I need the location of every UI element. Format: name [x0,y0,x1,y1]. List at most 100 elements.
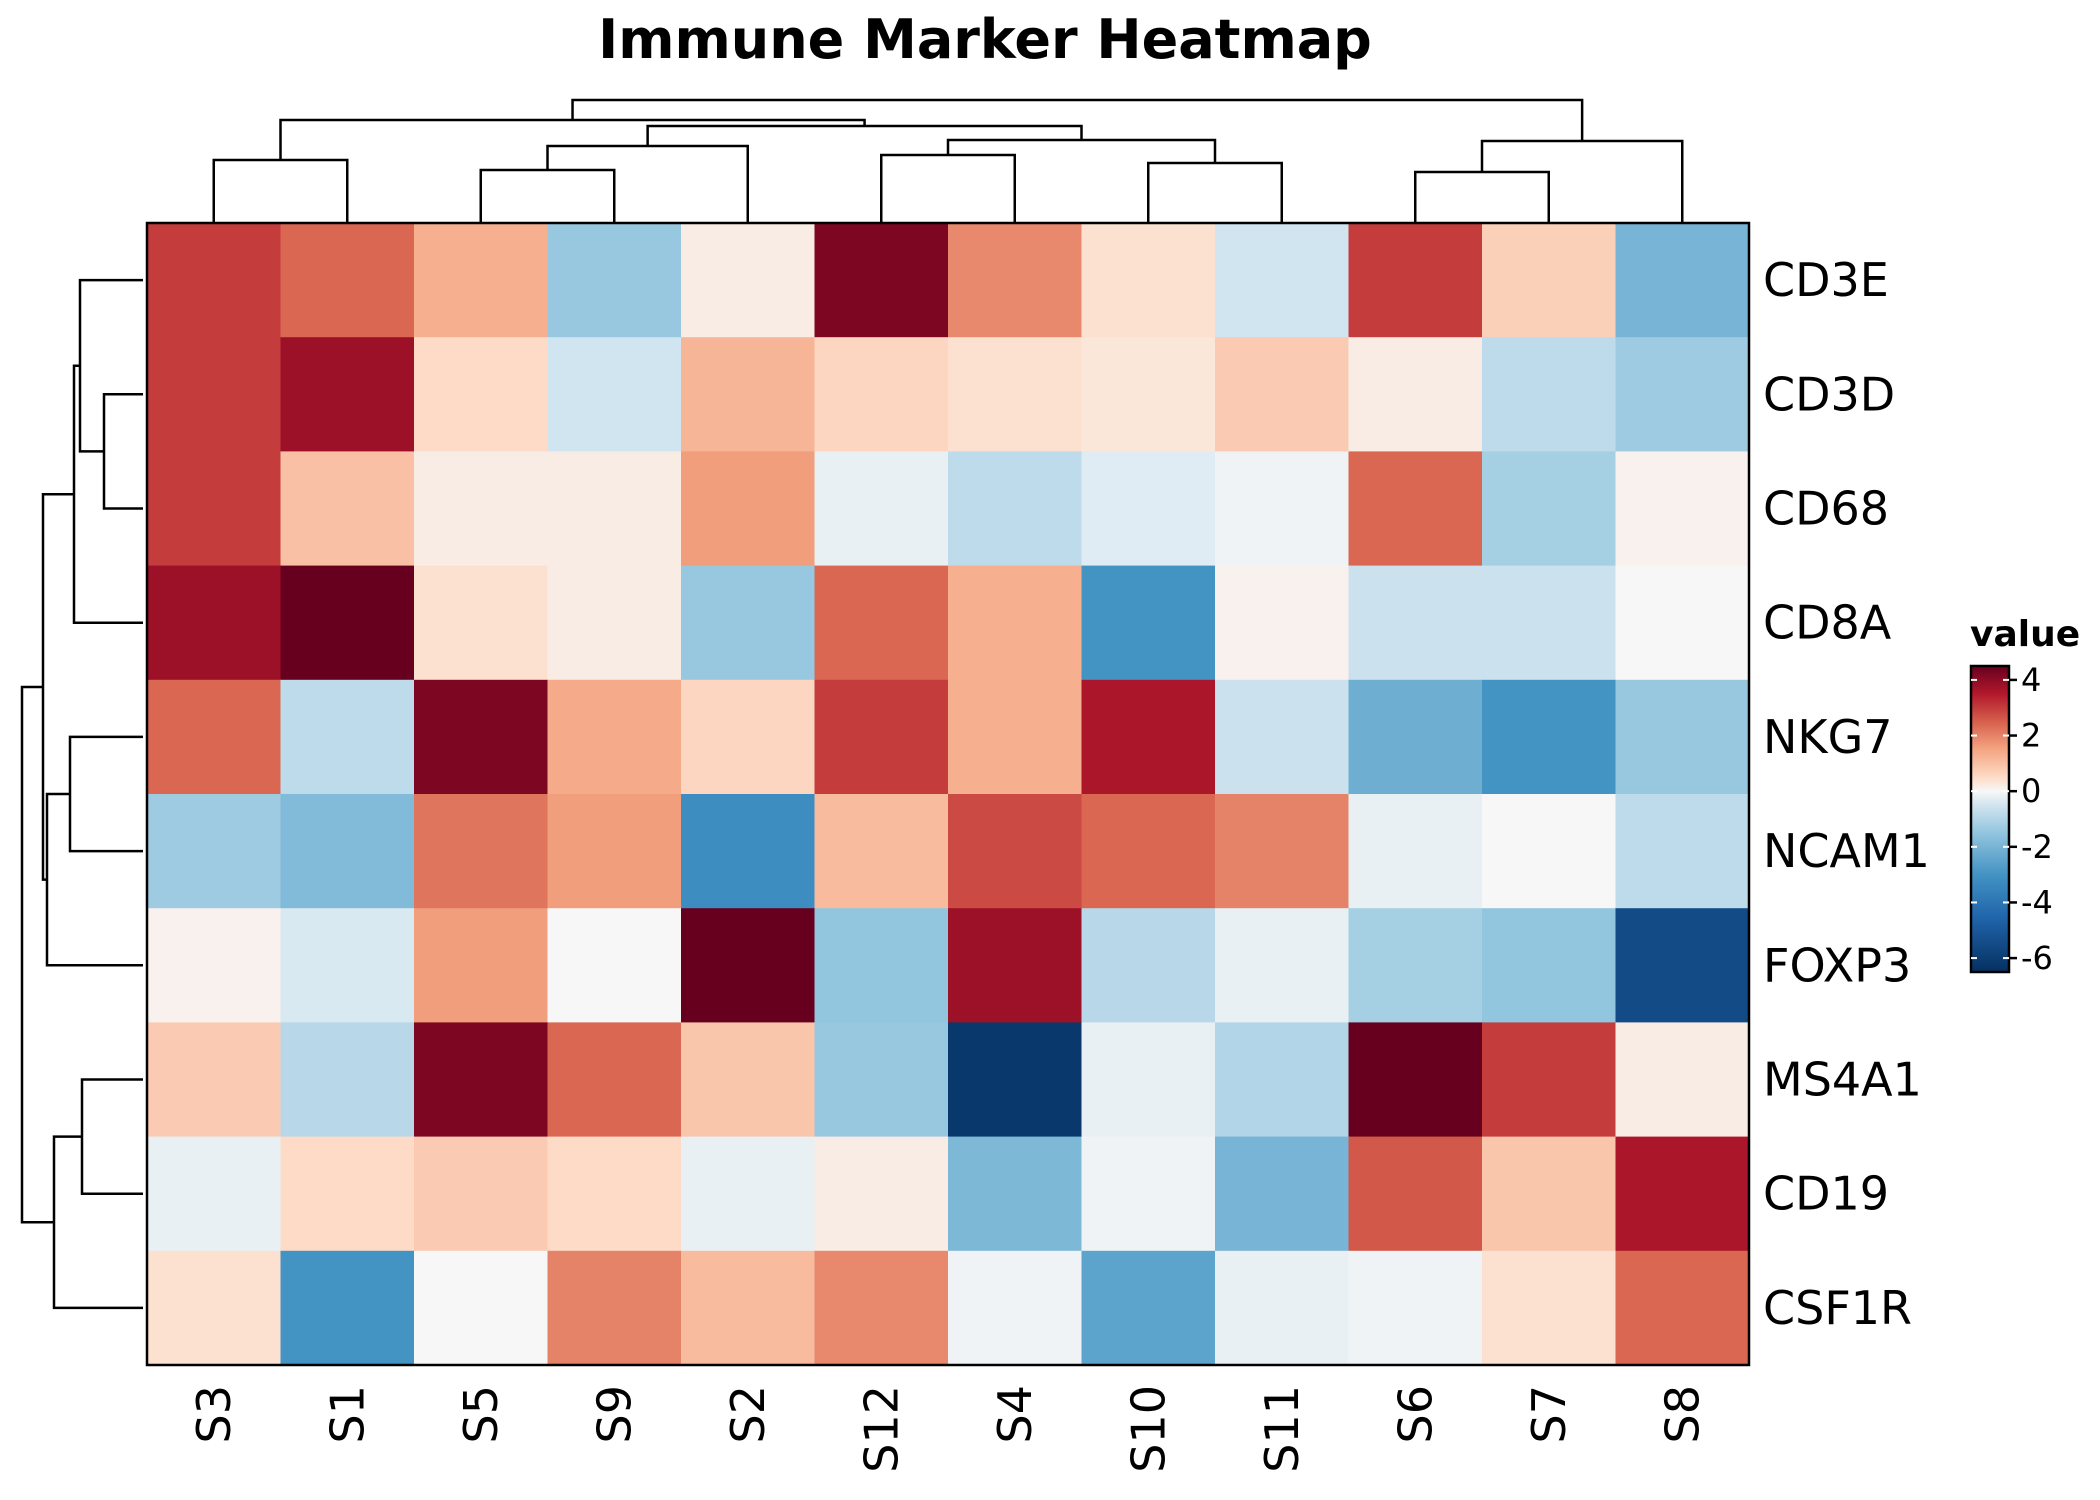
heatmap-cell-CD68-S1 [280,451,415,567]
heatmap-cell-MS4A1-S8 [1615,1022,1750,1138]
heatmap-cell-NCAM1-S1 [280,794,415,909]
column-label-s1: S1 [320,1385,374,1443]
col-link-S5S9-S2 [546,144,749,223]
heatmap-cell-CD8A-S12 [814,565,949,681]
row-link-B-CSF1R [52,1135,143,1310]
legend-colorbar [1969,664,2011,974]
column-label-s12: S12 [854,1385,908,1473]
heatmap-cell-FOXP3-S3 [147,908,282,1023]
heatmap-cell-CSF1R-S7 [1482,1250,1617,1366]
heatmap-cell-CD68-S8 [1615,451,1750,567]
column-label-s8: S8 [1655,1385,1709,1443]
heatmap-cell-CD8A-S7 [1482,565,1617,681]
row-link-MS4A1-CD19 [80,1078,143,1195]
heatmap-cell-CD3E-S2 [681,223,816,338]
heatmap-cell-NKG7-S1 [280,679,415,795]
col-link-S12-S4 [880,153,1016,223]
heatmap-cell-CD19-S3 [147,1136,282,1252]
heatmap-cell-CD3E-S9 [547,223,682,338]
heatmap-cell-NKG7-S9 [547,679,682,795]
heatmap-cell-CD3E-S1 [280,223,415,338]
heatmap-cells [147,223,1750,1366]
col-link-S3-S1 [212,158,349,223]
heatmap-cell-CD3E-S4 [948,223,1083,338]
heatmap-cell-CD68-S3 [147,451,282,567]
heatmap-cell-CSF1R-S3 [147,1250,282,1366]
heatmap-cell-FOXP3-S7 [1482,908,1617,1023]
heatmap-cell-CD3E-S11 [1215,223,1350,338]
heatmap-cell-NCAM1-S11 [1215,794,1350,909]
heatmap-cell-FOXP3-S8 [1615,908,1750,1023]
column-label-s6: S6 [1388,1385,1442,1443]
row-link-CD3E-CD3D68 [78,278,143,453]
heatmap-cell-CD3D-S9 [547,337,682,452]
heatmap-cell-CD19-S9 [547,1136,682,1252]
row-label-cd19: CD19 [1763,1167,1889,1221]
heatmap-cell-CD8A-S5 [414,565,549,681]
heatmap-cell-CSF1R-S10 [1081,1250,1216,1366]
heatmap-cell-CD68-S9 [547,451,682,567]
heatmap-cell-NCAM1-S5 [414,794,549,909]
legend-tick-label: 4 [2021,661,2041,699]
heatmap-cell-NKG7-S10 [1081,679,1216,795]
column-label-s4: S4 [988,1385,1042,1443]
chart-title: Immune Marker Heatmap [598,8,1372,71]
row-label-ms4a1: MS4A1 [1763,1053,1922,1107]
legend-tick-label: -4 [2021,883,2053,921]
heatmap-cell-NKG7-S2 [681,679,816,795]
heatmap-cell-CSF1R-S8 [1615,1250,1750,1366]
heatmap-cell-CD19-S6 [1348,1136,1483,1252]
row-label-cd68: CD68 [1763,482,1889,536]
heatmap-cell-CD3E-S3 [147,223,282,338]
heatmap-cell-MS4A1-S12 [814,1022,949,1138]
heatmap-cell-CD3D-S12 [814,337,949,452]
color-legend: value 4 2 0 -2 -4 -6 [1969,614,2080,977]
heatmap-cell-FOXP3-S10 [1081,908,1216,1023]
heatmap-cell-FOXP3-S6 [1348,908,1483,1023]
heatmap-cell-FOXP3-S12 [814,908,949,1023]
heatmap-cell-CD19-S11 [1215,1136,1350,1252]
row-dendrogram [20,278,143,1310]
heatmap-cell-CD8A-S9 [547,565,682,681]
heatmap-cell-NCAM1-S10 [1081,794,1216,909]
heatmap-cell-MS4A1-S3 [147,1022,282,1138]
heatmap-cell-CD3D-S7 [1482,337,1617,452]
heatmap-cell-NKG7-S6 [1348,679,1483,795]
heatmap-cell-MS4A1-S9 [547,1022,682,1138]
heatmap-cell-CD19-S2 [681,1136,816,1252]
heatmap-cell-CD68-S12 [814,451,949,567]
heatmap-cell-CSF1R-S12 [814,1250,949,1366]
col-link-S5group-S12group [646,124,1083,146]
legend-tick-label: -2 [2021,828,2053,866]
heatmap-cell-NKG7-S8 [1615,679,1750,795]
heatmap-cell-CSF1R-S4 [948,1250,1083,1366]
column-labels: S3 S1 S5 S9 S2 S12 S4 S10 S11 S6 S7 S8 [187,1385,1710,1473]
heatmap-cell-CD3E-S10 [1081,223,1216,338]
heatmap-cell-NKG7-S3 [147,679,282,795]
heatmap-cell-FOXP3-S4 [948,908,1083,1023]
heatmap-cell-NKG7-S5 [414,679,549,795]
legend-tick-label: 0 [2021,772,2041,810]
heatmap-cell-NCAM1-S7 [1482,794,1617,909]
heatmap-cell-CD3D-S1 [280,337,415,452]
row-label-csf1r: CSF1R [1763,1281,1912,1335]
row-label-cd3d: CD3D [1763,367,1895,421]
heatmap-cell-CD3E-S5 [414,223,549,338]
heatmap-cell-CD3D-S2 [681,337,816,452]
heatmap-cell-MS4A1-S4 [948,1022,1083,1138]
heatmap-cell-CD8A-S6 [1348,565,1483,681]
row-link-CD3D-CD68 [102,393,143,510]
heatmap-cell-MS4A1-S5 [414,1022,549,1138]
heatmap-cell-CD3D-S8 [1615,337,1750,452]
heatmap-cell-CD3E-S12 [814,223,949,338]
col-link-S6-S7 [1414,170,1550,223]
heatmap-cell-MS4A1-S10 [1081,1022,1216,1138]
column-dendrogram [212,98,1684,223]
column-label-s5: S5 [454,1385,508,1443]
col-link-root [571,98,1584,141]
column-label-s11: S11 [1255,1385,1309,1473]
heatmap-cell-CD19-S7 [1482,1136,1617,1252]
row-link-root [20,685,54,1224]
heatmap-cell-NKG7-S12 [814,679,949,795]
